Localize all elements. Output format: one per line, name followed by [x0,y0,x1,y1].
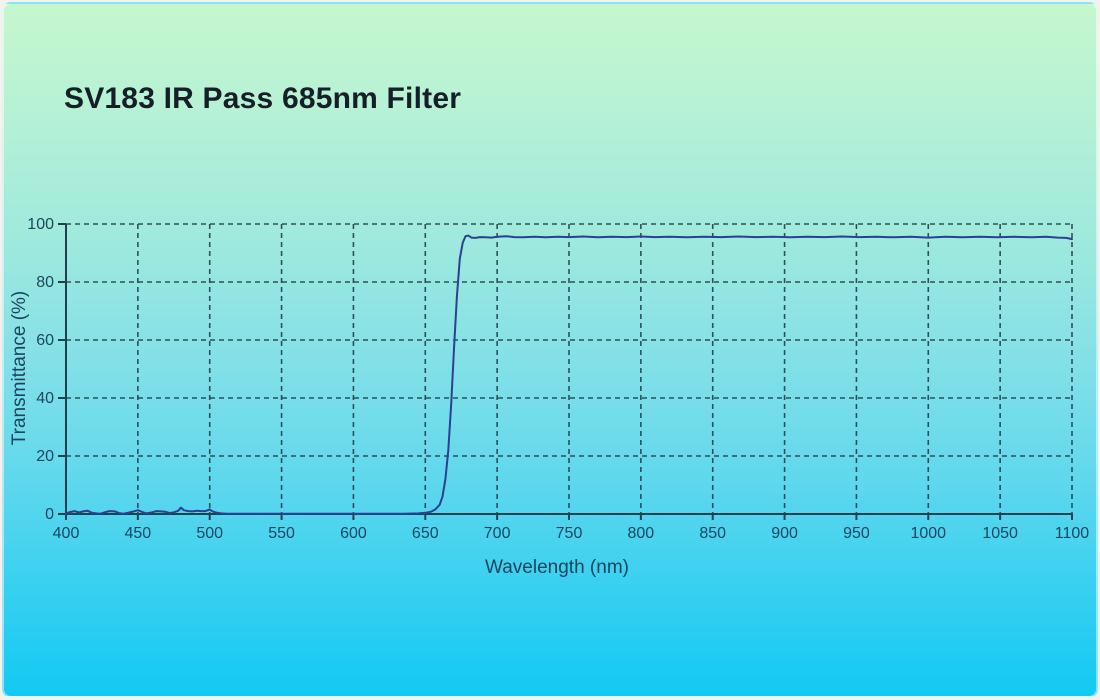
y-tick-label: 0 [45,506,54,523]
x-axis-label: Wavelength (nm) [485,557,629,578]
x-tick-label: 650 [412,525,439,542]
y-tick-label: 80 [36,274,54,291]
transmittance-curve [65,234,1073,515]
tick-labels: 400 450 500 550 600 650 700 750 800 850 900 950 1000… [27,216,1089,542]
x-tick-label: 700 [484,525,511,542]
x-tick-label: 800 [628,525,655,542]
x-tick-label: 450 [125,525,152,542]
x-tick-label: 600 [340,525,367,542]
y-tick-label: 60 [36,332,54,349]
x-tick-label: 950 [843,525,870,542]
x-tick-label: 1000 [910,525,946,542]
y-tick-label: 20 [36,448,54,465]
x-tick-label: 400 [53,525,80,542]
x-tick-label: 850 [699,525,726,542]
x-tick-label: 750 [556,525,583,542]
grid-lines [66,223,1073,514]
x-tick-label: 1050 [982,525,1018,542]
chart-title: SV183 IR Pass 685nm Filter [64,82,462,115]
x-tick-label: 1100 [1055,525,1090,542]
y-axis-label: Transmittance (%) [9,291,30,446]
x-tick-label: 900 [771,525,798,542]
x-tick-label: 550 [268,525,295,542]
tick-marks [58,223,1073,520]
y-tick-label: 100 [27,216,54,233]
y-tick-label: 40 [36,390,54,407]
x-tick-label: 500 [196,525,223,542]
